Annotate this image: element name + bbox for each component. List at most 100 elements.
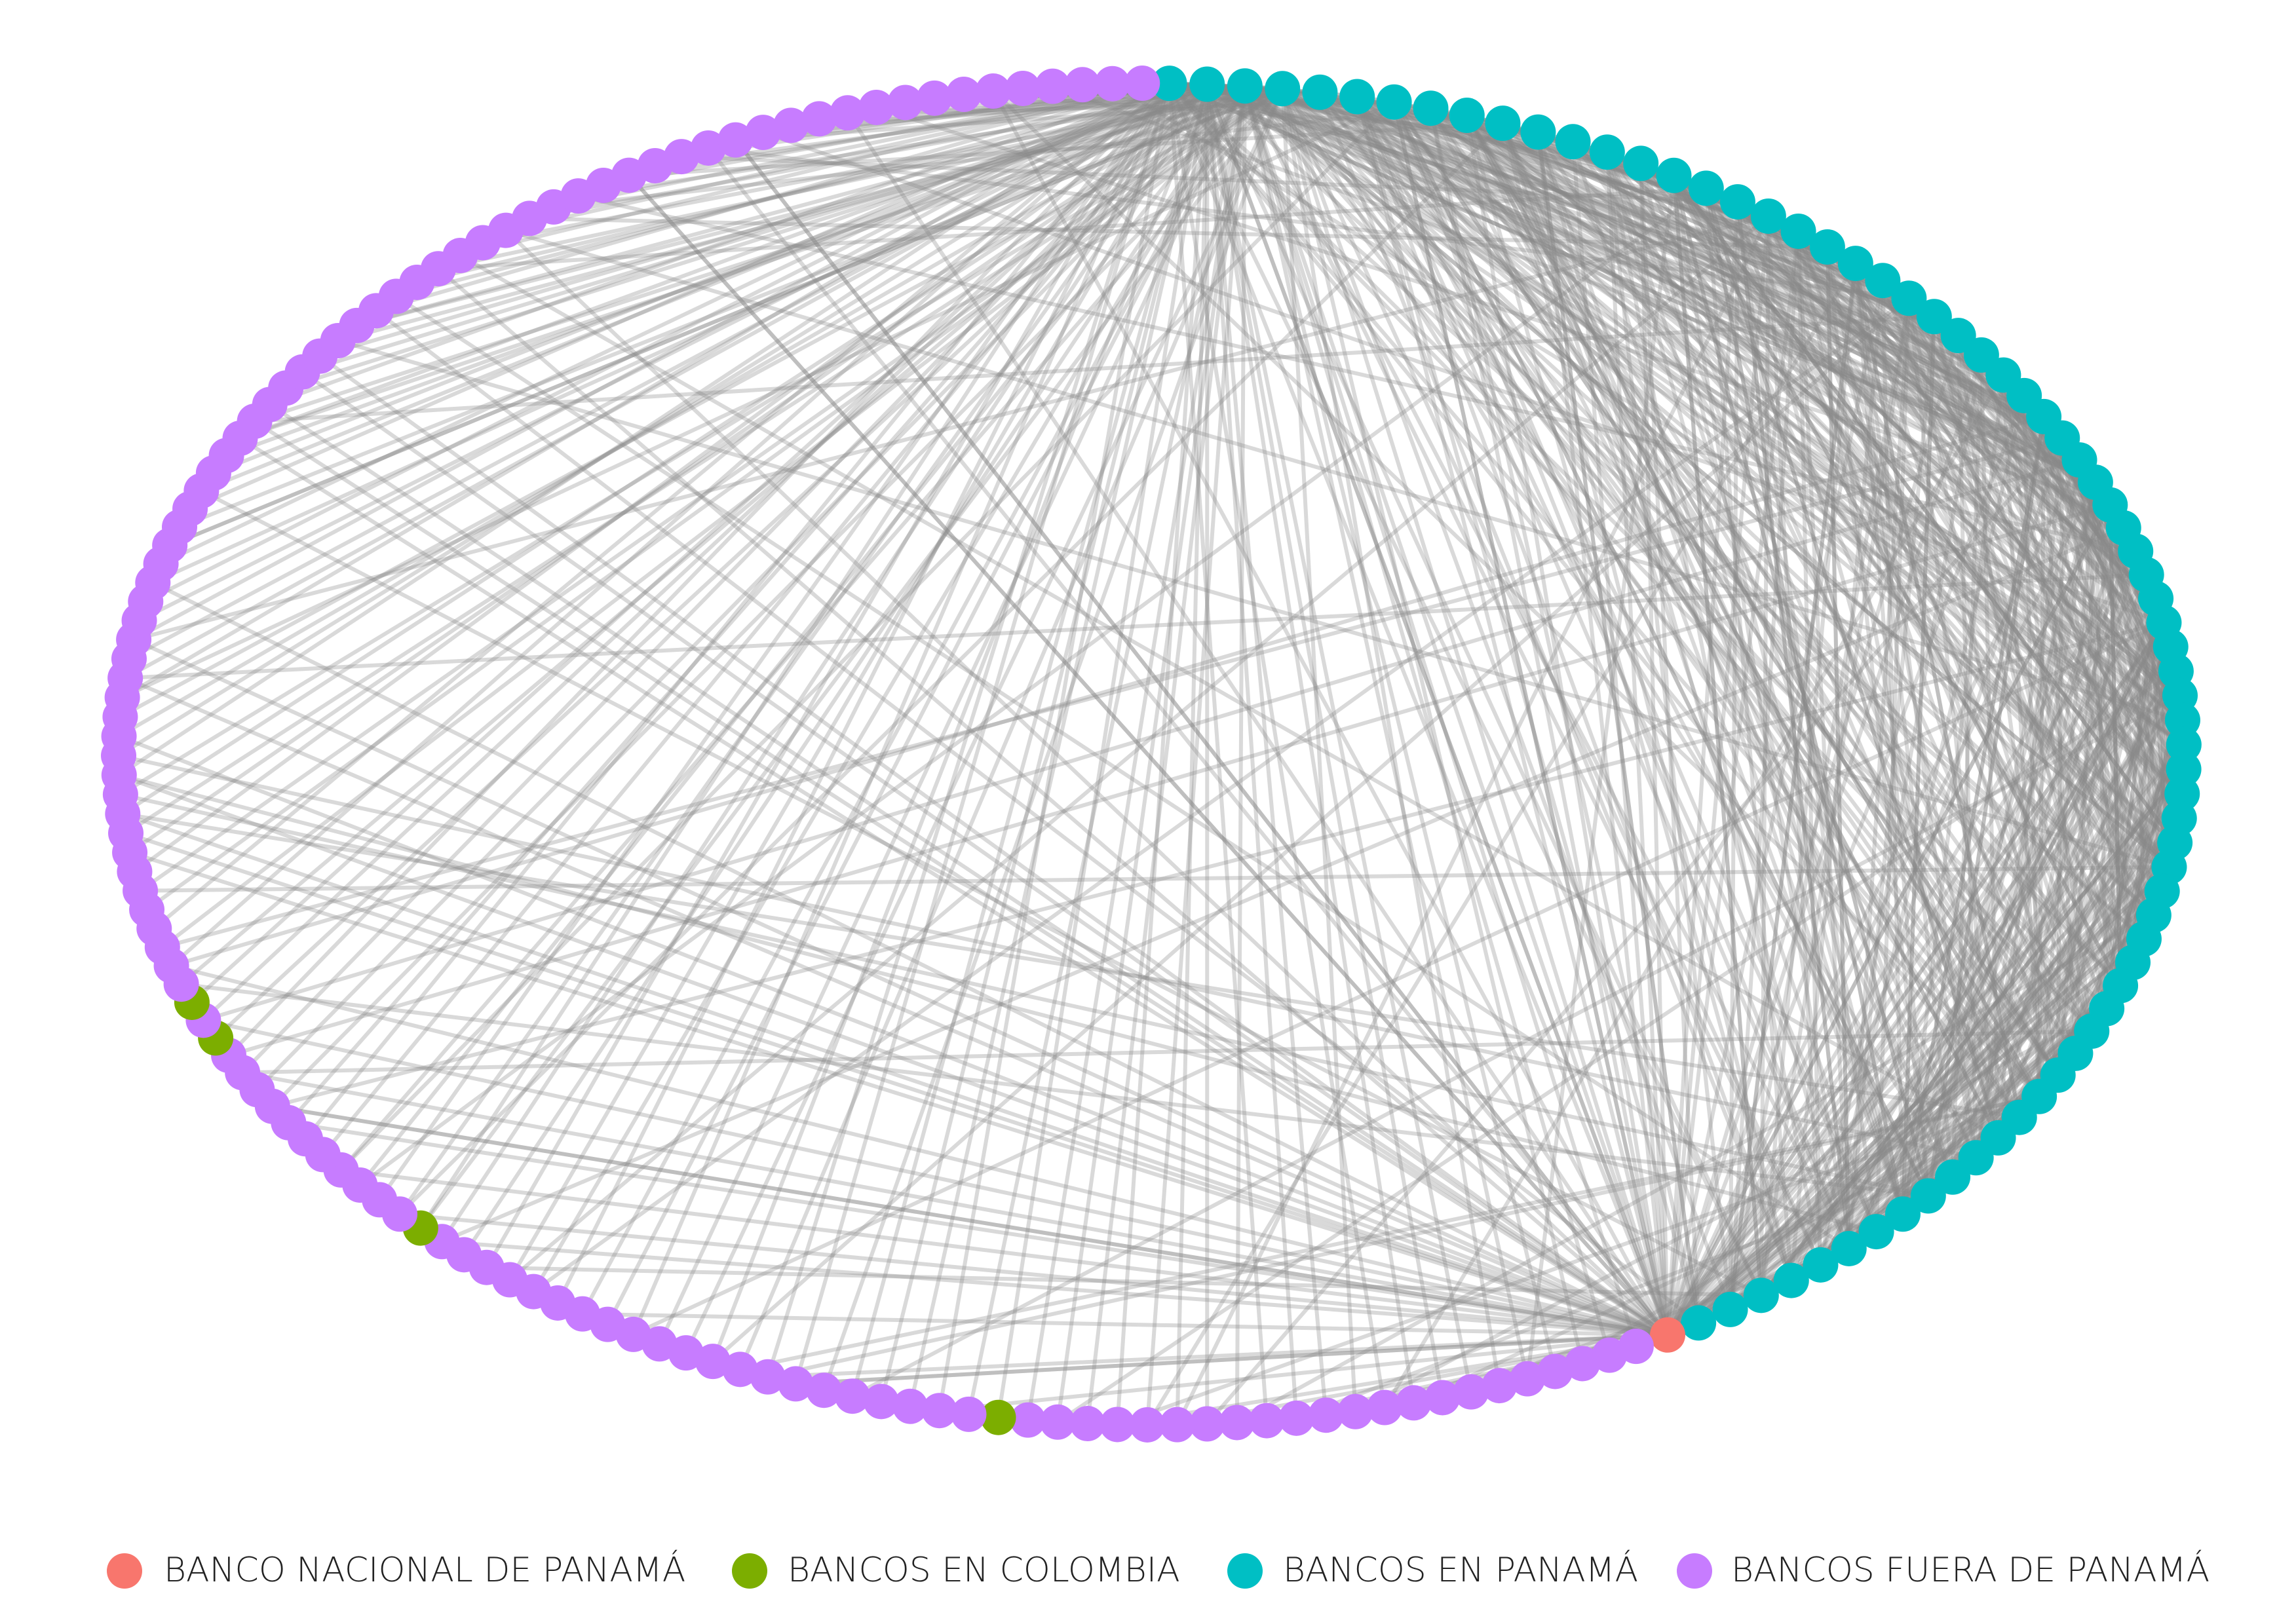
edge <box>1501 121 1955 1179</box>
edge <box>1825 245 2185 796</box>
edge <box>458 254 2000 1140</box>
edge <box>179 84 1247 987</box>
edge <box>1846 669 2178 1251</box>
edge <box>117 734 1670 1337</box>
edge <box>1428 106 2178 673</box>
edge <box>124 831 1670 1337</box>
edge <box>238 436 1670 1337</box>
edge <box>1704 186 2000 1140</box>
edge <box>1666 693 2183 1337</box>
edge <box>1926 414 2046 1198</box>
edge <box>1571 140 2146 941</box>
edge <box>1853 261 2173 649</box>
edge <box>126 82 1210 661</box>
edge <box>1280 86 2060 1078</box>
edge <box>1501 121 2065 440</box>
edge <box>1353 1006 2109 1414</box>
edge <box>1050 84 2082 463</box>
edge <box>794 1332 1670 1386</box>
edge <box>1428 106 1978 1160</box>
node <box>1124 66 1160 102</box>
edge <box>418 86 1285 1230</box>
edge <box>2056 718 2185 1078</box>
edge <box>1242 84 2042 1099</box>
edge <box>1853 261 1978 1160</box>
legend-label: BANCOS EN PANAMÁ <box>1283 1550 1638 1590</box>
edge <box>1318 90 2046 419</box>
node <box>1069 1406 1105 1442</box>
edge <box>1881 278 2177 845</box>
edge <box>1205 82 2065 440</box>
edge <box>484 81 1172 1270</box>
node <box>1482 1368 1518 1404</box>
edge <box>1666 502 2113 1337</box>
node <box>951 1396 987 1432</box>
node <box>1803 1247 1839 1283</box>
edge <box>1789 840 2177 1283</box>
edge <box>1525 173 1676 1381</box>
edge <box>398 121 1505 1217</box>
edge <box>1766 214 2109 1011</box>
edge <box>527 216 1829 250</box>
node <box>745 115 781 151</box>
edge <box>123 82 1210 681</box>
edge <box>1796 229 2078 1055</box>
legend-swatch <box>732 1553 767 1589</box>
edge <box>374 81 1172 313</box>
edge <box>1853 261 2021 1120</box>
edge <box>1318 90 2164 894</box>
edge <box>1355 94 1983 357</box>
edge <box>267 81 1172 407</box>
legend-label: BANCOS EN COLOMBIA <box>788 1551 1180 1590</box>
node <box>1278 1400 1314 1436</box>
edge <box>1666 229 1801 1337</box>
node <box>2166 727 2202 763</box>
edge <box>1428 106 1961 338</box>
edge <box>508 214 1770 1282</box>
edge <box>270 620 2166 1108</box>
edge <box>1759 791 2185 1298</box>
edge <box>1145 84 1247 1427</box>
edge <box>1392 100 1930 1198</box>
node <box>750 1359 786 1395</box>
edge <box>631 620 2166 1336</box>
edge <box>1464 113 2183 698</box>
edge <box>118 86 1285 797</box>
edge <box>1428 106 2060 1078</box>
edge <box>1428 106 1670 1337</box>
edge <box>1818 645 2173 1267</box>
edge <box>1926 458 2082 1198</box>
edge <box>1392 100 1670 1337</box>
edge <box>440 82 1210 1244</box>
edge <box>937 81 1172 1413</box>
edge <box>1464 113 2042 1099</box>
edge <box>1951 596 2158 1179</box>
edge <box>1383 373 2006 1410</box>
edge <box>1167 81 2097 485</box>
node <box>1688 170 1724 206</box>
edge <box>1672 173 2156 917</box>
edge <box>1280 86 2065 440</box>
edge <box>480 86 1285 245</box>
edge <box>1392 100 1879 1234</box>
node <box>1189 1406 1225 1442</box>
edge <box>1501 121 1793 1283</box>
edge <box>227 81 1172 1058</box>
edge <box>605 84 1247 1327</box>
edge <box>1205 82 2082 463</box>
node <box>1510 1361 1546 1397</box>
edge <box>418 81 1172 1230</box>
edge <box>339 1167 1670 1337</box>
edge <box>1735 200 1851 1251</box>
edge <box>199 82 1210 493</box>
edge <box>1605 150 1955 1179</box>
edge <box>1974 480 2097 1160</box>
edge <box>160 436 2065 949</box>
edge <box>1428 106 1911 301</box>
edge <box>1666 937 2146 1337</box>
edge <box>1666 620 2166 1337</box>
edge <box>1672 173 2138 554</box>
edge <box>1796 229 2181 821</box>
edge <box>398 82 1210 1217</box>
edge <box>1996 767 2186 1140</box>
